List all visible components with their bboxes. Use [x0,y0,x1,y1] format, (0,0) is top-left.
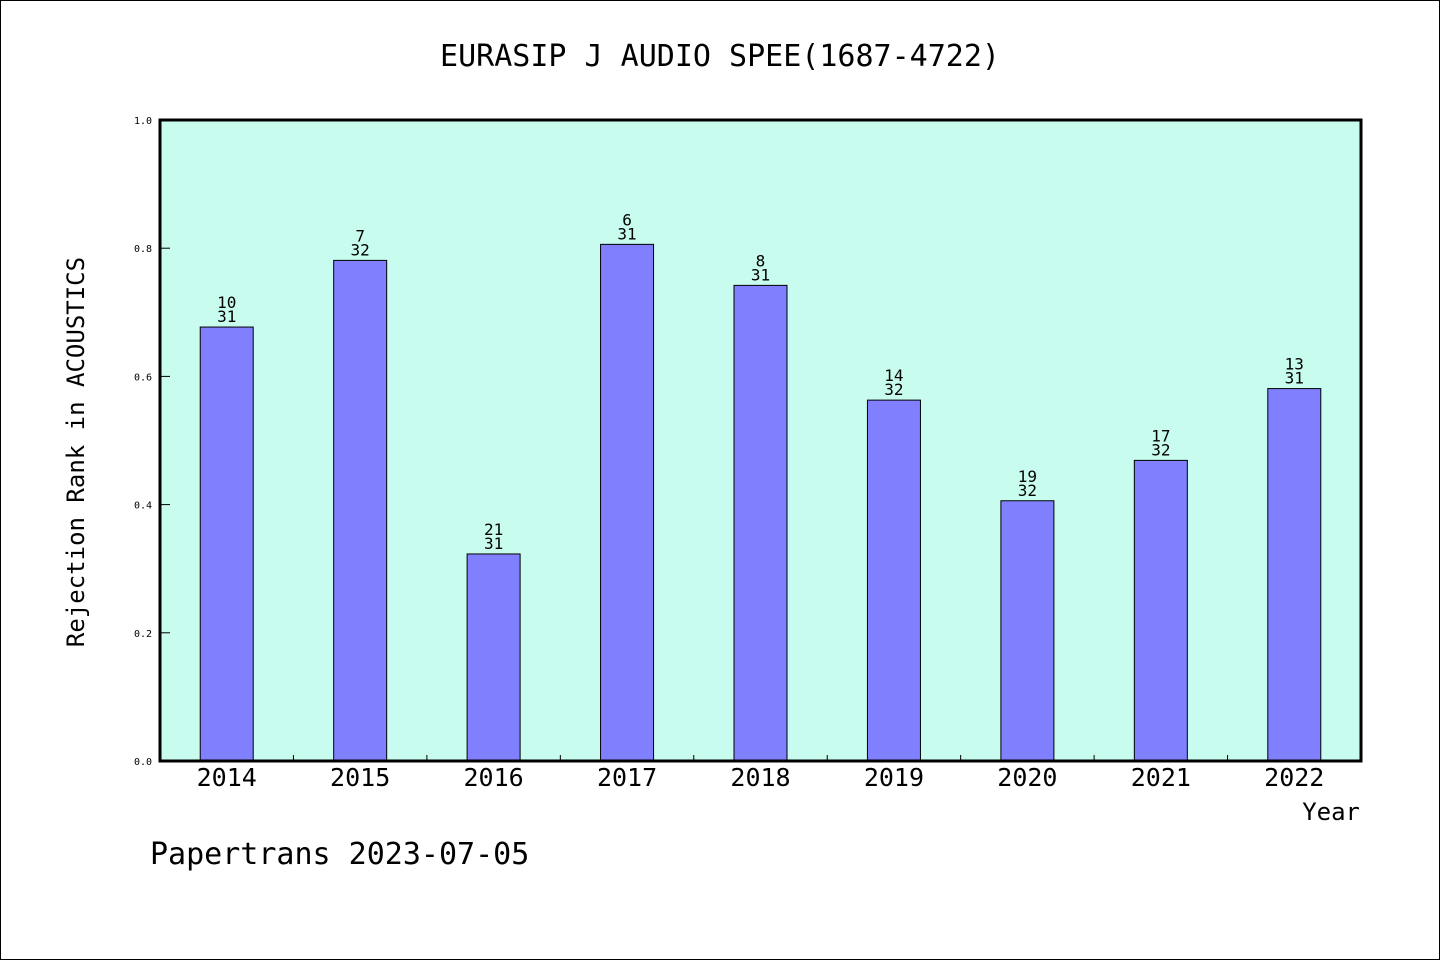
x-tick-label: 2018 [730,763,790,792]
bar [466,553,521,762]
bar-label-rank: 14 [884,366,903,385]
footer-text: Papertrans 2023-07-05 [150,837,529,872]
y-tick-label: 0.6 [134,372,152,383]
bar-label-total: 31 [1285,369,1304,388]
chart-title: EURASIP J AUDIO SPEE(1687-4722) [440,39,1000,74]
bar-label-total: 31 [617,224,636,243]
y-axis-label: Rejection Rank in ACOUSTICS [62,257,90,647]
y-tick-label: 0.0 [134,757,152,768]
x-tick-label: 2014 [197,763,257,792]
bar-label-rank: 17 [1151,426,1170,445]
x-tick-label: 2019 [864,763,924,792]
plot-border [158,118,1363,763]
bar [1267,388,1322,762]
bar [733,284,788,762]
bar [866,399,921,762]
bar-label-total: 32 [1018,481,1037,500]
bar-label-rank: 6 [622,210,632,229]
y-tick-label: 0.8 [134,244,152,255]
bar [199,326,254,762]
x-tick-label: 2022 [1264,763,1324,792]
bar [1133,459,1188,762]
y-tick-label: 1.0 [134,116,152,127]
bar-label-rank: 8 [756,251,766,270]
bar [333,259,388,762]
x-tick-label: 2016 [464,763,524,792]
bar-label-total: 32 [1151,440,1170,459]
bar-label-total: 32 [351,240,370,259]
bar-label-rank: 13 [1285,355,1304,374]
bar-label-total: 31 [217,307,236,326]
bar-label-total: 32 [884,380,903,399]
bar [600,243,655,762]
y-tick-label: 0.2 [134,629,152,640]
x-axis: 2014 2015 2016 2017 2018 2019 2020 2021 2022 [197,755,1324,792]
bar [1000,500,1055,762]
bar-label-rank: 19 [1018,467,1037,486]
x-tick-label: 2015 [330,763,390,792]
bar-label-rank: 7 [355,226,365,245]
bar-label-rank: 21 [484,520,503,539]
y-tick-label: 0.4 [134,501,152,512]
bar-label-rank: 10 [217,293,236,312]
y-axis: 0.0 0.2 0.4 0.6 0.8 1.0 [134,116,170,768]
x-tick-label: 2021 [1131,763,1191,792]
bar-label-total: 31 [751,265,770,284]
x-tick-label: 2017 [597,763,657,792]
bar-label-total: 31 [484,534,503,553]
x-tick-label: 2020 [997,763,1057,792]
x-axis-label: Year [1302,798,1360,826]
